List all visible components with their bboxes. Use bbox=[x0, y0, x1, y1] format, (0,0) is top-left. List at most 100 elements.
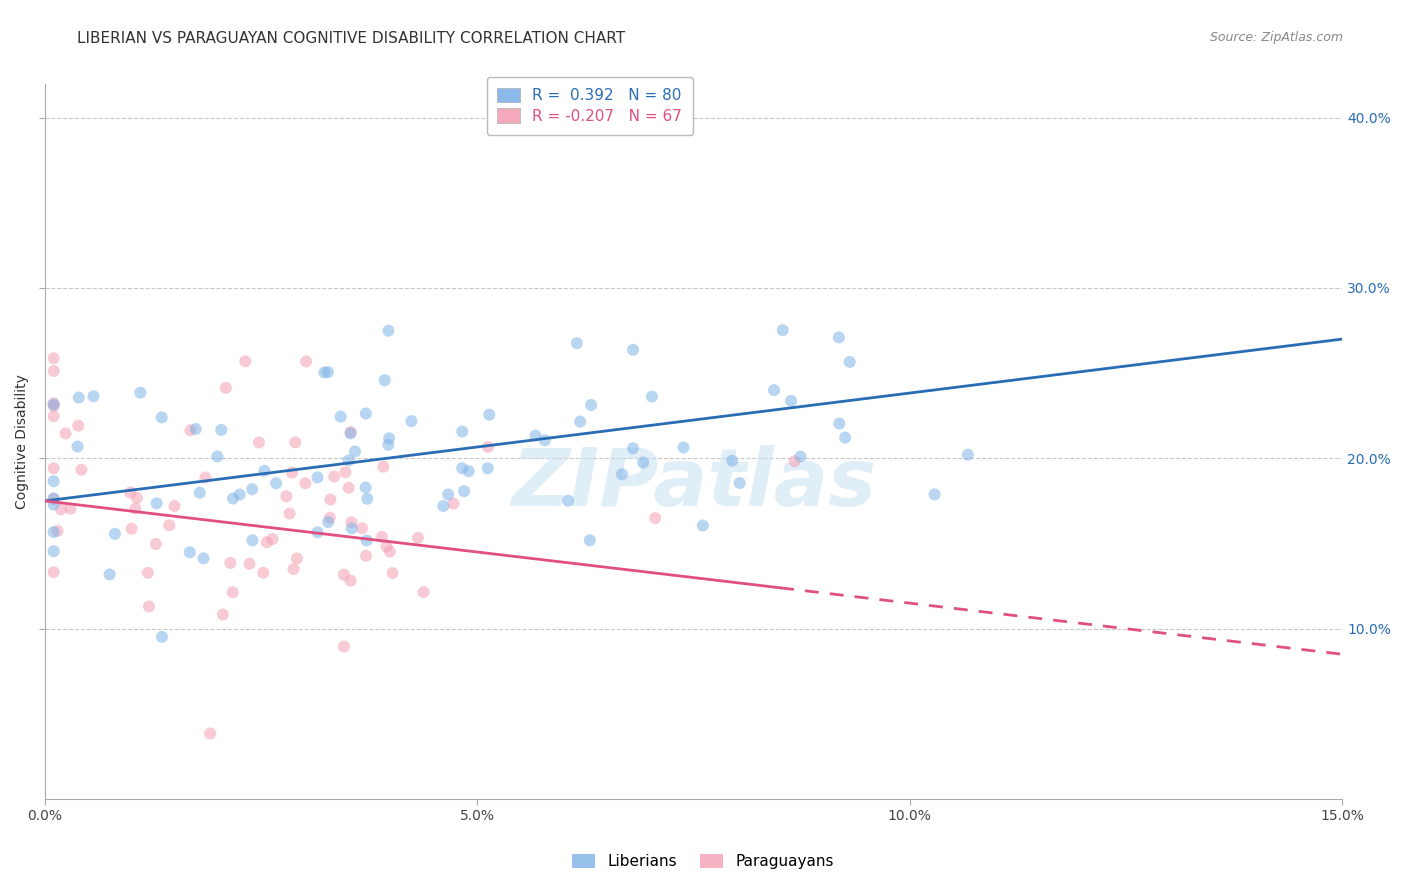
Point bbox=[377, 438, 399, 452]
Point bbox=[98, 567, 121, 582]
Point bbox=[762, 383, 785, 397]
Point bbox=[453, 484, 475, 499]
Point bbox=[222, 585, 245, 599]
Point bbox=[728, 475, 751, 490]
Point bbox=[406, 531, 429, 545]
Point bbox=[789, 450, 811, 464]
Point bbox=[150, 630, 173, 644]
Point bbox=[42, 525, 65, 540]
Point bbox=[412, 585, 434, 599]
Point bbox=[215, 381, 238, 395]
Point bbox=[319, 492, 342, 507]
Point bbox=[641, 390, 664, 404]
Point bbox=[253, 464, 276, 478]
Point bbox=[772, 323, 794, 337]
Point bbox=[644, 511, 666, 525]
Point bbox=[222, 491, 245, 506]
Point bbox=[478, 408, 501, 422]
Point bbox=[432, 499, 454, 513]
Point bbox=[42, 474, 65, 488]
Point bbox=[209, 423, 232, 437]
Text: LIBERIAN VS PARAGUAYAN COGNITIVE DISABILITY CORRELATION CHART: LIBERIAN VS PARAGUAYAN COGNITIVE DISABIL… bbox=[77, 31, 626, 46]
Point bbox=[42, 492, 65, 507]
Point bbox=[42, 498, 65, 512]
Point bbox=[207, 450, 229, 464]
Point bbox=[42, 398, 65, 412]
Point bbox=[238, 557, 260, 571]
Point bbox=[307, 470, 329, 484]
Legend: Liberians, Paraguayans: Liberians, Paraguayans bbox=[567, 847, 839, 875]
Point bbox=[129, 385, 152, 400]
Point bbox=[262, 532, 284, 546]
Point bbox=[179, 423, 201, 437]
Point bbox=[120, 485, 142, 500]
Legend: R =  0.392   N = 80, R = -0.207   N = 67: R = 0.392 N = 80, R = -0.207 N = 67 bbox=[486, 77, 693, 135]
Point bbox=[356, 491, 378, 506]
Point bbox=[350, 521, 373, 535]
Text: ZIPatlas: ZIPatlas bbox=[512, 445, 876, 524]
Point bbox=[59, 501, 82, 516]
Point bbox=[157, 518, 180, 533]
Point bbox=[437, 487, 460, 501]
Point bbox=[354, 407, 377, 421]
Point bbox=[194, 470, 217, 484]
Point bbox=[378, 544, 401, 558]
Point bbox=[307, 525, 329, 540]
Point bbox=[42, 544, 65, 558]
Point bbox=[145, 496, 167, 510]
Point bbox=[371, 530, 394, 544]
Point bbox=[240, 533, 263, 548]
Point bbox=[631, 456, 654, 470]
Y-axis label: Cognitive Disability: Cognitive Disability bbox=[15, 374, 30, 508]
Point bbox=[46, 524, 69, 538]
Point bbox=[834, 431, 856, 445]
Point bbox=[780, 393, 803, 408]
Point bbox=[374, 373, 396, 387]
Point bbox=[578, 533, 600, 548]
Point bbox=[672, 441, 695, 455]
Point bbox=[219, 556, 242, 570]
Point bbox=[337, 453, 360, 467]
Point bbox=[124, 501, 146, 516]
Point bbox=[42, 351, 65, 366]
Point bbox=[339, 574, 361, 588]
Point bbox=[276, 489, 298, 503]
Point bbox=[42, 461, 65, 475]
Point bbox=[333, 640, 356, 654]
Point bbox=[557, 493, 579, 508]
Point bbox=[828, 330, 851, 344]
Point bbox=[55, 426, 77, 441]
Point bbox=[256, 535, 278, 549]
Point bbox=[42, 409, 65, 424]
Point bbox=[457, 464, 479, 478]
Point bbox=[295, 354, 318, 368]
Point bbox=[477, 440, 499, 454]
Point bbox=[451, 425, 474, 439]
Point bbox=[329, 409, 352, 424]
Point bbox=[82, 389, 104, 403]
Point bbox=[340, 515, 363, 529]
Point bbox=[579, 398, 602, 412]
Point bbox=[145, 537, 167, 551]
Point bbox=[381, 566, 404, 580]
Point bbox=[354, 481, 377, 495]
Point bbox=[477, 461, 499, 475]
Point bbox=[524, 428, 547, 442]
Point bbox=[104, 527, 127, 541]
Point bbox=[621, 442, 644, 456]
Point bbox=[323, 469, 346, 483]
Point bbox=[284, 435, 307, 450]
Point bbox=[70, 463, 93, 477]
Point bbox=[264, 476, 287, 491]
Point bbox=[198, 726, 221, 740]
Point bbox=[163, 499, 186, 513]
Point bbox=[335, 465, 357, 479]
Point bbox=[333, 567, 356, 582]
Point bbox=[375, 540, 398, 554]
Point bbox=[66, 440, 89, 454]
Point bbox=[569, 415, 592, 429]
Point bbox=[188, 485, 211, 500]
Point bbox=[283, 562, 305, 576]
Point bbox=[278, 507, 301, 521]
Point bbox=[212, 607, 235, 622]
